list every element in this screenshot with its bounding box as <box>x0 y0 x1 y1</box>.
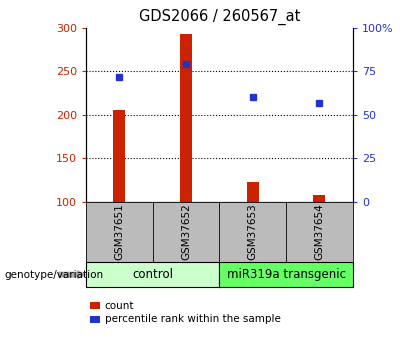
Text: genotype/variation: genotype/variation <box>4 270 103 279</box>
Text: percentile rank within the sample: percentile rank within the sample <box>105 315 281 324</box>
Bar <box>247 182 259 202</box>
Bar <box>313 195 326 202</box>
Text: miR319a transgenic: miR319a transgenic <box>227 268 346 281</box>
Bar <box>180 34 192 202</box>
Bar <box>113 110 126 202</box>
Text: GSM37653: GSM37653 <box>248 204 258 260</box>
Text: GSM37654: GSM37654 <box>315 204 325 260</box>
Text: count: count <box>105 301 134 310</box>
Text: GSM37651: GSM37651 <box>114 204 124 260</box>
Title: GDS2066 / 260567_at: GDS2066 / 260567_at <box>139 9 300 25</box>
Text: GSM37652: GSM37652 <box>181 204 191 260</box>
Text: control: control <box>132 268 173 281</box>
